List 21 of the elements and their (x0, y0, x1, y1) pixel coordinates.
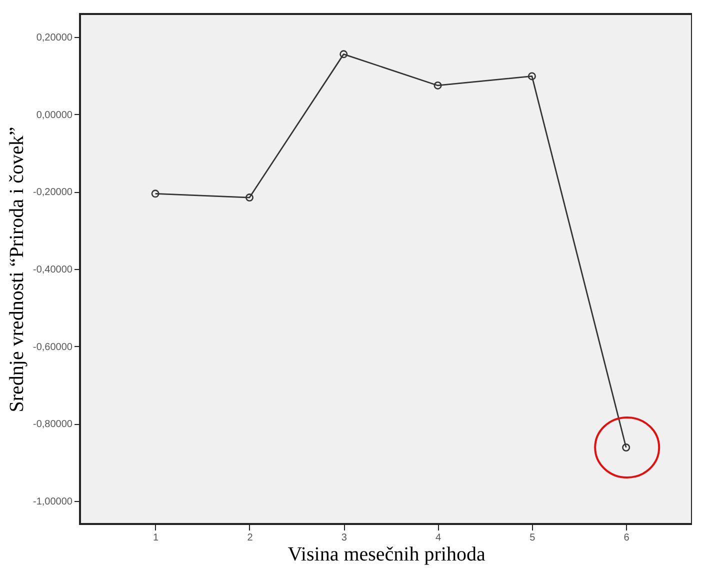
y-tick-label: -0,40000 (33, 264, 73, 276)
x-tick-label: 3 (341, 532, 348, 544)
y-tick-label: -1,00000 (33, 496, 73, 508)
x-tick-label: 2 (247, 532, 254, 544)
y-tick-label: -0,20000 (33, 187, 73, 198)
point (434, 81, 442, 90)
point (245, 194, 254, 202)
y-axis-title: Srednje vrednosti “Priroda i čovek” (6, 126, 28, 412)
y-tick-label: -0,60000 (33, 342, 73, 353)
y-tick-label: -0,80000 (33, 419, 73, 430)
point (151, 190, 160, 198)
point (622, 444, 630, 452)
y-tick-label: 0,00000 (36, 110, 73, 121)
x-tick-label: 1 (153, 532, 160, 544)
x-tick-label: 4 (436, 532, 442, 544)
x-tick-label: 6 (624, 532, 630, 544)
point (528, 72, 536, 80)
x-axis-title: Visina mesečnih prihoda (288, 544, 486, 566)
y-tick-label: 0,20000 (36, 32, 73, 44)
x-tick-label: 5 (530, 532, 536, 544)
point (340, 50, 348, 58)
